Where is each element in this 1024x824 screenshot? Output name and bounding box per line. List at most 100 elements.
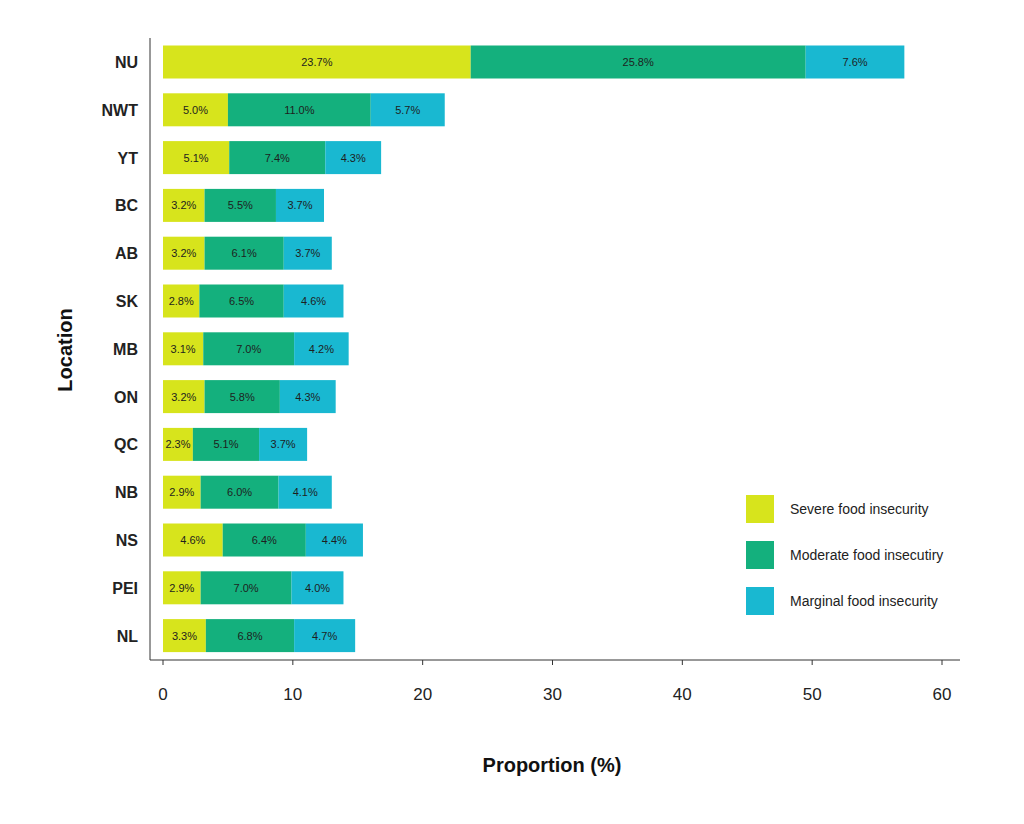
data-label: 5.1% [213, 438, 238, 450]
x-tick [292, 660, 293, 665]
data-label: 4.3% [295, 391, 320, 403]
data-label: 7.6% [842, 56, 867, 68]
x-tick-label: 10 [283, 685, 302, 704]
data-label: 2.8% [169, 295, 194, 307]
data-labels: 23.7% 25.8% 7.6% 5.0% 11.0% 5.7% 5.1% 7.4% 4.3% 3… [165, 56, 867, 642]
x-tick-label: 50 [803, 685, 822, 704]
bar-segment [163, 285, 199, 318]
chart: 23.7% 25.8% 7.6% 5.0% 11.0% 5.7% 5.1% 7.4% 4.3% 3… [0, 0, 1024, 824]
category-label: NB [115, 484, 138, 501]
category-label: NU [115, 54, 138, 71]
data-label: 4.6% [180, 534, 205, 546]
data-label: 6.0% [227, 486, 252, 498]
bar-segment [163, 237, 205, 270]
category-label: QC [114, 436, 138, 453]
data-label: 6.5% [229, 295, 254, 307]
data-label: 2.3% [165, 438, 190, 450]
bar-segment [471, 46, 806, 79]
bar-segment [163, 93, 228, 126]
data-label: 7.4% [265, 152, 290, 164]
x-tick-label: 20 [413, 685, 432, 704]
data-label: 3.7% [271, 438, 296, 450]
y-axis-title: Location [54, 308, 76, 391]
bar-segment [294, 332, 349, 365]
data-label: 5.0% [183, 104, 208, 116]
data-label: 3.1% [171, 343, 196, 355]
bar-segment [163, 46, 471, 79]
category-label: NWT [102, 102, 139, 119]
data-label: 6.1% [232, 247, 257, 259]
bar-segment [163, 619, 206, 652]
legend-swatch [746, 587, 774, 615]
bar-segment [163, 332, 203, 365]
bar-segment [163, 524, 223, 557]
data-label: 3.2% [171, 247, 196, 259]
data-label: 4.1% [293, 486, 318, 498]
data-label: 6.8% [237, 630, 262, 642]
data-label: 11.0% [284, 104, 315, 116]
bar-segment [294, 619, 355, 652]
bar-segment [163, 571, 201, 604]
data-label: 4.3% [341, 152, 366, 164]
data-label: 2.9% [169, 486, 194, 498]
bar-segment [163, 189, 205, 222]
category-label: NL [117, 628, 139, 645]
data-label: 4.7% [312, 630, 337, 642]
x-tick [942, 660, 943, 665]
y-axis-line [150, 38, 151, 660]
data-label: 23.7% [301, 56, 332, 68]
x-tick [812, 660, 813, 665]
data-label: 5.7% [395, 104, 420, 116]
bar-segment [228, 93, 371, 126]
category-label: YT [118, 150, 139, 167]
bar-segment [371, 93, 445, 126]
data-label: 2.9% [169, 582, 194, 594]
bar-segment [205, 380, 280, 413]
legend-swatch [746, 495, 774, 523]
data-label: 4.4% [322, 534, 347, 546]
bar-segment [284, 237, 332, 270]
bar-segment [203, 332, 294, 365]
bar-segment [201, 571, 292, 604]
data-label: 5.8% [230, 391, 255, 403]
bar-segment [306, 524, 363, 557]
category-label: NS [116, 532, 139, 549]
bar-segment [163, 476, 201, 509]
x-tick-label: 30 [543, 685, 562, 704]
bar-segment [276, 189, 324, 222]
bar-segment [163, 141, 229, 174]
x-tick [552, 660, 553, 665]
legend-label: Severe food insecurity [790, 501, 929, 517]
bar-segment [205, 237, 284, 270]
x-tick [163, 660, 164, 665]
legend-label: Marginal food insecurity [790, 593, 938, 609]
legend-swatch [746, 541, 774, 569]
x-tick-label: 40 [673, 685, 692, 704]
bar-segment [229, 141, 325, 174]
bar-segment [280, 380, 336, 413]
data-label: 25.8% [623, 56, 654, 68]
category-label: SK [116, 293, 139, 310]
bar-segment [201, 476, 279, 509]
data-label: 5.1% [184, 152, 209, 164]
bar-segment [325, 141, 381, 174]
data-label: 3.3% [172, 630, 197, 642]
category-label: AB [115, 245, 138, 262]
data-label: 7.0% [236, 343, 261, 355]
bar-segment [206, 619, 294, 652]
x-tick-label: 0 [158, 685, 167, 704]
data-label: 4.0% [305, 582, 330, 594]
data-label: 3.2% [171, 391, 196, 403]
bar-segment [284, 285, 344, 318]
legend: Severe food insecurity Moderate food inse… [746, 495, 943, 615]
category-label: MB [113, 341, 138, 358]
data-label: 4.6% [301, 295, 326, 307]
data-label: 6.4% [252, 534, 277, 546]
category-label: BC [115, 197, 139, 214]
x-tick [422, 660, 423, 665]
x-axis-title: Proportion (%) [483, 754, 622, 776]
legend-label: Moderate food insecutiry [790, 547, 943, 563]
bar-segment [163, 428, 193, 461]
data-label: 5.5% [228, 199, 253, 211]
bar-segment [279, 476, 332, 509]
